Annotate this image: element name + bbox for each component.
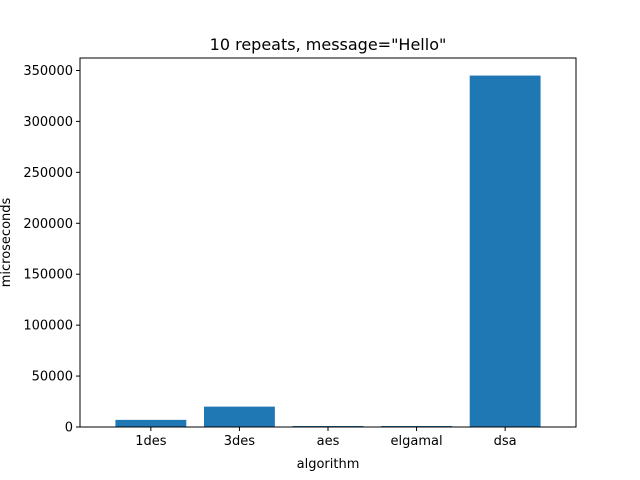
x-axis-label: algorithm [297,457,360,472]
y-ticks-group: 0 50000 100000 150000 200000 250000 300000 3500… [23,64,80,436]
y-tick-label: 50000 [32,370,73,385]
x-tick-label: 3des [224,434,256,449]
bar-1des [115,419,187,427]
bars-group [115,75,541,428]
plot-area-frame [79,57,577,428]
y-tick-label: 150000 [23,268,73,283]
y-tick-label: 0 [65,421,73,436]
x-tick-label: 1des [135,434,167,449]
bar-3des [204,406,275,427]
x-tick-label: dsa [494,434,517,449]
y-tick-label: 300000 [23,115,73,130]
y-tick-label: 250000 [23,166,73,181]
y-tick-label: 200000 [23,217,73,232]
x-tick-label: elgamal [391,434,443,449]
x-tick-label: aes [317,434,340,449]
bar-elgamal [381,425,452,427]
y-tick-label: 100000 [23,319,73,334]
chart-title: 10 repeats, message="Hello" [210,35,447,54]
bar-aes [292,425,364,427]
y-tick-label: 350000 [23,64,73,79]
x-ticks-group: 1des 3des aes elgamal dsa [135,427,517,449]
bar-dsa [469,75,541,428]
y-axis-label: microseconds [0,197,14,287]
